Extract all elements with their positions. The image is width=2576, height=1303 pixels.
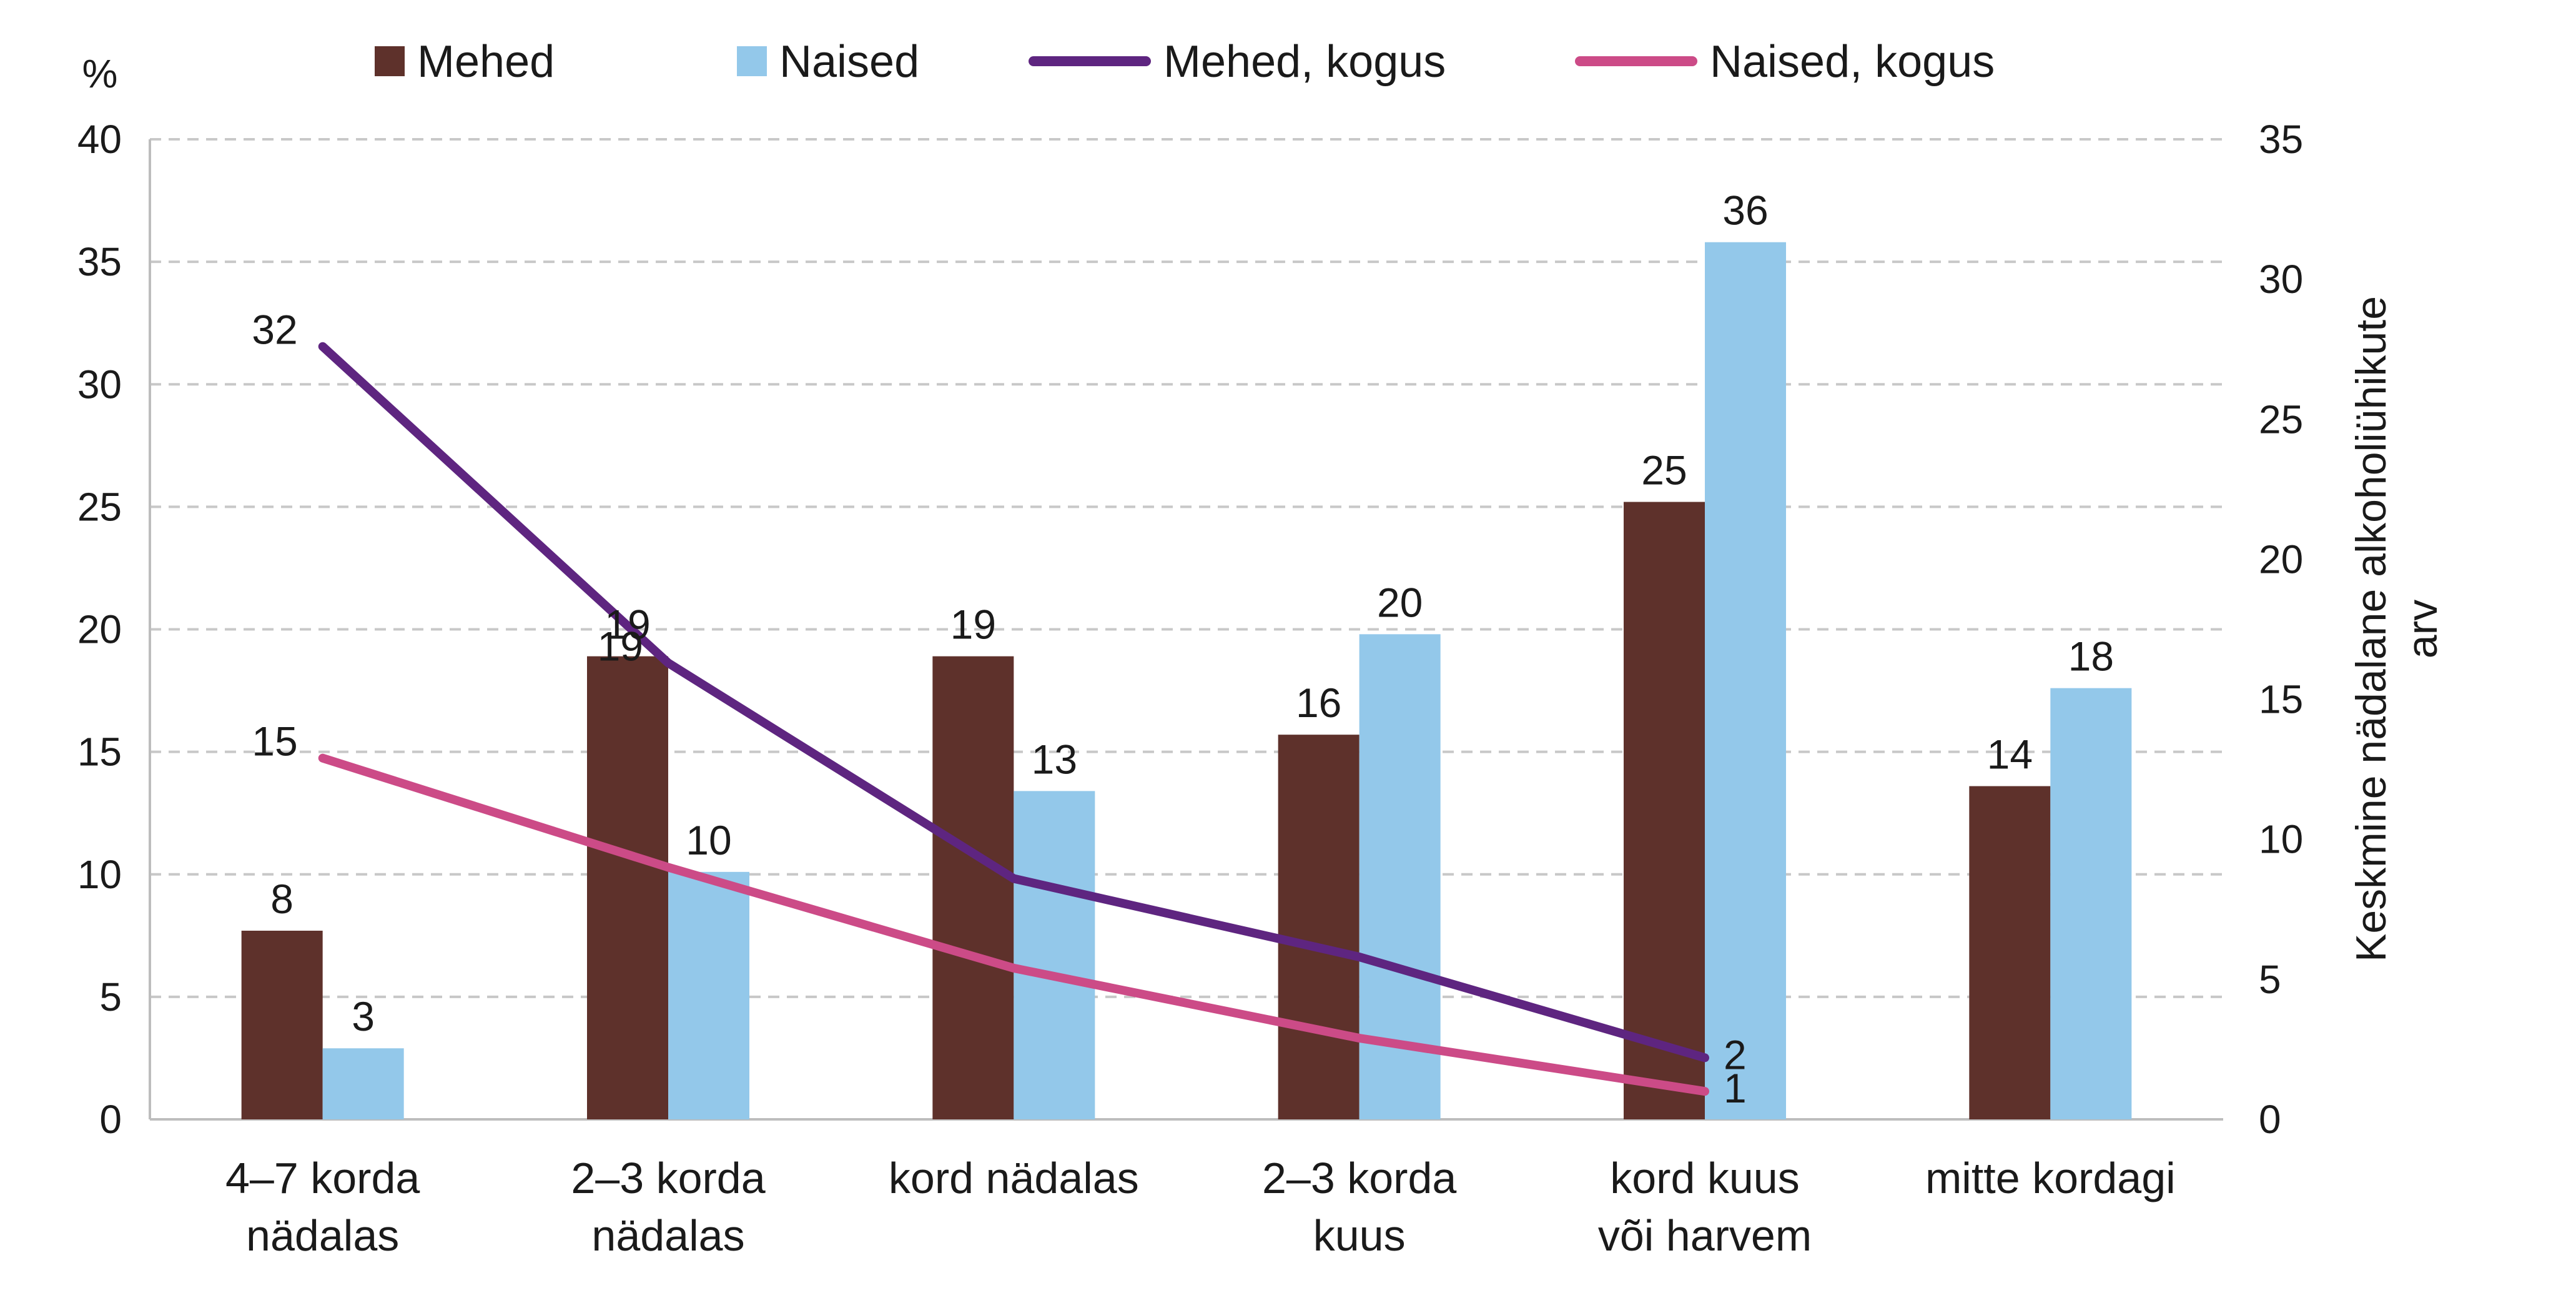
y-right-tick-label: 20 bbox=[2259, 537, 2303, 582]
y-left-tick-label: 35 bbox=[77, 239, 122, 284]
bar-data-label: 3 bbox=[352, 993, 375, 1039]
y-right-tick-label: 10 bbox=[2259, 817, 2303, 862]
y-left-tick-label: 15 bbox=[77, 730, 122, 775]
bar-data-label: 16 bbox=[1296, 680, 1341, 726]
legend: Mehed Naised Mehed, kogus Naised, kogus bbox=[375, 37, 1995, 87]
bar-data-label: 19 bbox=[950, 602, 996, 648]
x-category-label: kord nädalas bbox=[889, 1154, 1139, 1202]
y-right-tick-label: 30 bbox=[2259, 257, 2303, 302]
bar-data-label: 10 bbox=[686, 817, 731, 863]
x-category-label: 4–7 korda bbox=[225, 1154, 420, 1202]
bar-naised bbox=[322, 1048, 404, 1119]
line-series bbox=[318, 342, 1709, 1063]
y-left-tick-label: 40 bbox=[77, 117, 122, 162]
x-category-label: kuus bbox=[1313, 1211, 1406, 1260]
bar-data-label: 18 bbox=[2068, 633, 2114, 680]
y-right-tick-label: 35 bbox=[2259, 117, 2303, 162]
bar-data-label: 19 bbox=[605, 602, 650, 648]
axes: % Keskmine nädalane alkoholiühikutearv 0… bbox=[77, 51, 2446, 1260]
line-series bbox=[318, 753, 1709, 1096]
legend-swatch bbox=[737, 46, 767, 76]
line-data-label: 2 bbox=[1724, 1031, 1747, 1078]
bar-data-label: 20 bbox=[1377, 579, 1423, 625]
line-data-label: 1 bbox=[1724, 1065, 1747, 1111]
bar-mehed bbox=[587, 656, 668, 1119]
bar-data-label: 13 bbox=[1032, 736, 1077, 782]
line-data-label: 15 bbox=[252, 718, 297, 765]
bar-naised bbox=[668, 871, 749, 1119]
bar-mehed bbox=[1624, 502, 1705, 1119]
x-category-label: nädalas bbox=[591, 1211, 744, 1260]
x-category-label: kord kuus bbox=[1610, 1154, 1799, 1202]
bar-data-label: 14 bbox=[1987, 731, 2033, 778]
y-right-axis-title: Keskmine nädalane alkoholiühikutearv bbox=[2347, 296, 2446, 962]
gridlines bbox=[150, 138, 2223, 998]
y-left-tick-label: 25 bbox=[77, 484, 122, 529]
legend-label: Naised bbox=[779, 37, 919, 87]
y-left-tick-label: 20 bbox=[77, 607, 122, 652]
y-right-axis-title-line: arv bbox=[2399, 600, 2446, 658]
legend-swatch bbox=[375, 46, 405, 76]
y-left-tick-label: 30 bbox=[77, 362, 122, 407]
bar-data-label: 25 bbox=[1641, 447, 1687, 493]
bar-mehed bbox=[241, 930, 323, 1119]
legend-label: Naised, kogus bbox=[1710, 37, 1995, 87]
y-right-tick-label: 25 bbox=[2259, 397, 2303, 442]
bars bbox=[241, 242, 2132, 1119]
bar-naised bbox=[1705, 242, 1786, 1119]
y-right-tick-label: 15 bbox=[2259, 677, 2303, 722]
bar-naised bbox=[2050, 688, 2132, 1119]
bar-mehed bbox=[1278, 735, 1360, 1119]
bar-naised bbox=[1014, 791, 1095, 1119]
y-left-tick-label: 5 bbox=[99, 974, 122, 1019]
y-right-tick-label: 0 bbox=[2259, 1097, 2281, 1142]
y-left-tick-label: 10 bbox=[77, 852, 122, 897]
y-left-tick-label: 0 bbox=[99, 1097, 122, 1142]
line-data-label: 19 bbox=[598, 623, 643, 669]
bar-mehed bbox=[932, 656, 1014, 1119]
line-data-label: 32 bbox=[252, 307, 297, 353]
y-left-unit-label: % bbox=[82, 51, 118, 96]
y-right-axis-title-line: Keskmine nädalane alkoholiühikute bbox=[2347, 296, 2395, 962]
bar-data-label: 36 bbox=[1722, 187, 1768, 234]
legend-label: Mehed bbox=[417, 37, 555, 87]
x-category-label: või harvem bbox=[1598, 1211, 1812, 1260]
legend-label: Mehed, kogus bbox=[1163, 37, 1446, 87]
y-right-tick-label: 5 bbox=[2259, 957, 2281, 1002]
x-category-label: nädalas bbox=[246, 1211, 399, 1260]
x-category-label: 2–3 korda bbox=[571, 1154, 765, 1202]
x-category-label: 2–3 korda bbox=[1262, 1154, 1456, 1202]
bar-data-label: 8 bbox=[270, 876, 294, 922]
bar-mehed bbox=[1969, 786, 2051, 1119]
lines bbox=[318, 342, 1709, 1096]
x-category-label: mitte kordagi bbox=[1925, 1154, 2176, 1202]
